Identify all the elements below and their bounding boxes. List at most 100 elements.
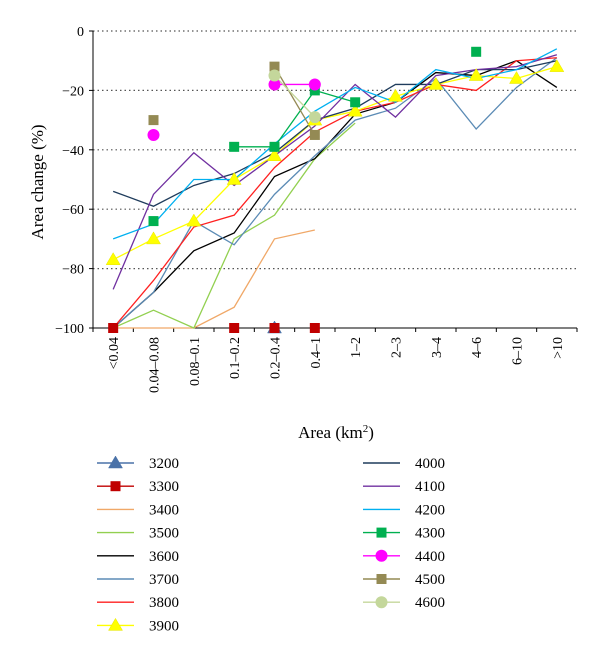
series-line-3900 [112, 66, 558, 261]
legend-item-4600: 4600 [363, 595, 445, 611]
series-lines [112, 48, 558, 329]
legend-item-4400: 4400 [363, 549, 445, 565]
data-point [308, 111, 321, 124]
x-axis-label-superscript: 2 [363, 423, 369, 435]
legend-label: 4500 [415, 572, 445, 588]
data-point [226, 172, 242, 185]
legend-label: 4100 [415, 479, 445, 495]
legend-label: 3800 [149, 595, 179, 611]
data-point [146, 231, 161, 245]
data-point [269, 141, 280, 152]
data-point [268, 69, 281, 82]
legend-item-3500: 3500 [97, 526, 179, 542]
data-point [148, 216, 159, 227]
data-point [267, 148, 282, 161]
data-point [309, 129, 320, 140]
data-point [110, 481, 121, 492]
data-point [428, 76, 444, 90]
legend-label: 4300 [415, 526, 445, 542]
series-line-3400 [113, 229, 315, 329]
legend-item-4200: 4200 [363, 502, 445, 518]
legend-item-3800: 3800 [97, 595, 179, 611]
x-tick-label: 0.04–0.08 [148, 337, 163, 393]
data-point [108, 455, 123, 469]
y-tick-label: −80 [62, 263, 84, 278]
series-line-4300 [234, 89, 356, 148]
data-point [375, 549, 388, 562]
legend-label: 3500 [149, 526, 179, 542]
legend-item-4500: 4500 [363, 572, 445, 588]
y-axis-label: Area change (%) [28, 124, 47, 239]
y-tick-label: −20 [62, 84, 84, 99]
data-point [471, 46, 482, 57]
x-axis-label-text: Area (km [298, 423, 363, 442]
data-point [186, 213, 202, 227]
data-point [269, 323, 280, 333]
series-line-3600 [112, 59, 558, 329]
legend-item-3300: 3300 [97, 479, 179, 495]
x-tick-label: 0.4–1 [309, 337, 324, 369]
data-point [268, 78, 281, 91]
x-tick-label: <0.04 [107, 337, 122, 369]
series-line-4500 [273, 66, 316, 136]
data-point [147, 128, 160, 141]
data-point [376, 527, 387, 538]
legend-item-4100: 4100 [363, 479, 445, 495]
y-tick-labels: 0 −20 −40 −60 −80 −100 [55, 25, 84, 337]
x-tick-label: 3–4 [430, 337, 445, 358]
legend-label: 3400 [149, 502, 179, 518]
legend-label: 4000 [415, 456, 445, 472]
axes [89, 30, 578, 332]
legend-item-4300: 4300 [363, 526, 445, 542]
legend-label: 4600 [415, 595, 445, 611]
legend-item-3900: 3900 [97, 617, 179, 634]
x-tick-label: 6–10 [511, 337, 526, 365]
legend-label: 3200 [149, 456, 179, 472]
data-point [375, 596, 388, 609]
x-tick-label: >10 [551, 337, 566, 359]
legend-item-3400: 3400 [97, 502, 179, 518]
y-tick-label: −60 [62, 203, 84, 218]
legend-label: 3300 [149, 479, 179, 495]
legend-label: 3600 [149, 549, 179, 565]
data-point [347, 103, 363, 117]
data-point [376, 574, 387, 584]
legend-item-4000: 4000 [363, 456, 445, 472]
series-markers [105, 46, 565, 334]
legend-label: 4200 [415, 502, 445, 518]
legend-label: 4400 [415, 549, 445, 565]
data-point [388, 88, 403, 102]
data-point [308, 78, 321, 91]
legend-item-3600: 3600 [97, 549, 179, 565]
data-point [309, 323, 320, 333]
y-tick-label: 0 [77, 25, 84, 40]
series-line-4000 [112, 60, 557, 207]
x-tick-label: 0.2–0.4 [269, 337, 284, 379]
x-axis-label-close: ) [368, 423, 374, 442]
legend-label: 3900 [149, 618, 179, 634]
legend-item-3200: 3200 [97, 455, 179, 472]
x-axis-label: Area (km2) [298, 423, 374, 442]
x-tick-label: 1–2 [349, 337, 364, 358]
x-tick-label: 2–3 [390, 337, 405, 358]
series-line-4200 [112, 48, 558, 240]
x-tick-label: 4–6 [470, 337, 485, 358]
data-point [549, 59, 565, 72]
series-line-4100 [112, 54, 558, 290]
legend-item-3700: 3700 [97, 572, 179, 588]
data-point [269, 61, 280, 72]
y-tick-label: −40 [62, 144, 84, 159]
data-point [108, 617, 123, 631]
data-point [509, 71, 524, 84]
series-line-3700 [112, 57, 558, 329]
legend: 3200 3300 3400 3500 3600 3700 3800 3900 4000 4100… [97, 455, 445, 634]
series-line-3800 [112, 57, 557, 329]
x-tick-labels: <0.04 0.04–0.08 0.08–0.1 0.1–0.2 0.2–0.4 0.4–… [107, 337, 566, 393]
data-point [468, 68, 484, 81]
y-tick-label: −100 [55, 322, 84, 337]
data-point [108, 323, 119, 333]
data-point [229, 323, 240, 333]
data-point [350, 97, 361, 108]
data-point [148, 115, 159, 126]
